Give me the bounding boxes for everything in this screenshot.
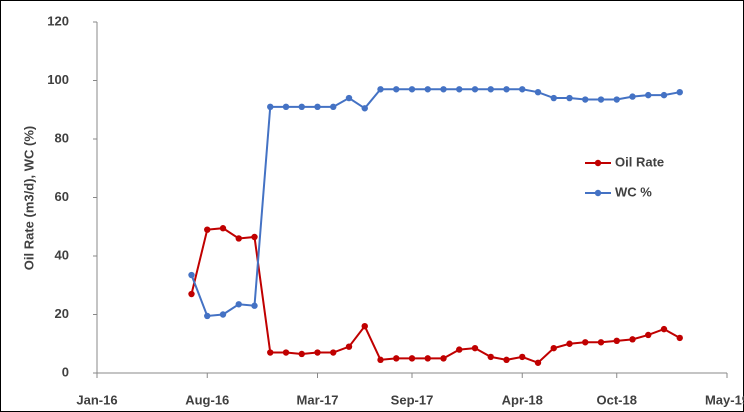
data-point xyxy=(361,105,368,112)
data-point xyxy=(613,96,620,103)
data-point xyxy=(534,359,542,366)
data-point xyxy=(219,225,227,232)
data-point xyxy=(440,355,447,362)
data-point xyxy=(314,103,321,111)
x-tick-label: Apr-18 xyxy=(502,392,543,407)
legend-marker xyxy=(594,189,602,197)
data-point xyxy=(267,103,274,111)
data-point xyxy=(534,89,542,96)
legend-marker xyxy=(594,159,602,167)
x-tick-label: May-19 xyxy=(705,392,744,407)
data-point xyxy=(267,349,274,356)
y-tick-label: 60 xyxy=(55,189,69,204)
data-point xyxy=(676,89,683,96)
data-point xyxy=(487,86,494,93)
data-point xyxy=(519,86,526,93)
data-point xyxy=(424,355,431,362)
x-tick-label: Oct-18 xyxy=(597,392,637,407)
data-point xyxy=(235,301,242,308)
data-point xyxy=(298,350,305,358)
data-point xyxy=(550,94,557,102)
data-point xyxy=(613,337,620,345)
data-point xyxy=(456,86,463,93)
data-point xyxy=(503,356,510,364)
data-point xyxy=(393,86,400,93)
data-point xyxy=(471,86,479,93)
data-point xyxy=(361,323,368,330)
data-point xyxy=(204,226,211,233)
x-tick-label: Sep-17 xyxy=(391,392,434,407)
data-point xyxy=(503,86,510,93)
legend-label: Oil Rate xyxy=(615,154,664,169)
data-point xyxy=(408,355,416,362)
data-point xyxy=(408,86,416,93)
data-point xyxy=(597,96,605,103)
data-point xyxy=(487,353,494,361)
data-point xyxy=(235,235,242,242)
data-point xyxy=(645,331,652,339)
data-point xyxy=(188,290,195,298)
x-tick-label: Mar-17 xyxy=(297,392,339,407)
data-point xyxy=(330,349,337,356)
data-point xyxy=(566,340,573,347)
data-point xyxy=(377,86,384,93)
data-point xyxy=(282,349,290,356)
data-point xyxy=(251,233,258,241)
data-point xyxy=(519,353,526,361)
y-tick-label: 0 xyxy=(62,364,69,379)
data-point xyxy=(676,334,683,342)
data-point xyxy=(660,325,668,333)
data-point xyxy=(393,355,400,362)
data-point xyxy=(424,86,431,93)
data-point xyxy=(660,91,668,99)
data-point xyxy=(314,349,321,356)
data-point xyxy=(330,103,337,111)
y-axis-label: Oil Rate (m3/d), WC (%) xyxy=(21,126,36,270)
data-point xyxy=(377,356,384,364)
data-point xyxy=(582,339,589,346)
y-tick-label: 40 xyxy=(55,247,69,262)
data-point xyxy=(582,96,589,103)
data-point xyxy=(188,271,195,279)
data-point xyxy=(456,346,463,353)
data-point xyxy=(471,344,479,352)
y-tick-label: 20 xyxy=(55,306,69,321)
x-tick-label: Aug-16 xyxy=(185,392,229,407)
data-point xyxy=(204,312,211,320)
data-point xyxy=(629,93,636,100)
data-point xyxy=(219,311,227,318)
data-point xyxy=(597,339,605,346)
data-point xyxy=(345,94,353,102)
data-point xyxy=(345,343,353,350)
y-tick-label: 100 xyxy=(47,72,69,87)
legend-label: WC % xyxy=(615,184,652,199)
data-point xyxy=(550,344,557,352)
data-point xyxy=(645,91,652,99)
data-point xyxy=(566,94,573,102)
data-point xyxy=(282,103,290,111)
y-tick-label: 80 xyxy=(55,130,69,145)
data-point xyxy=(298,103,305,111)
x-tick-label: Jan-16 xyxy=(76,392,117,407)
y-tick-label: 120 xyxy=(47,13,69,28)
data-point xyxy=(440,86,447,93)
data-point xyxy=(629,336,636,343)
data-point xyxy=(251,302,258,309)
